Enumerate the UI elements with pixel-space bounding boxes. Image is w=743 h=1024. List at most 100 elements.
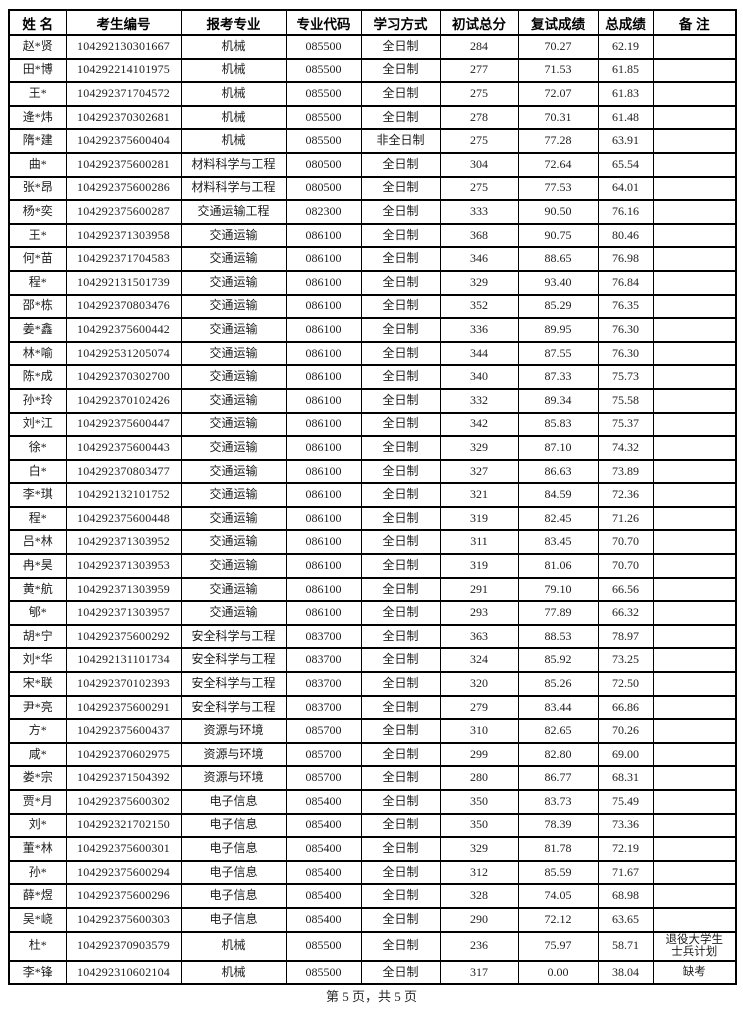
cell-major: 交通运输工程 — [180, 199, 287, 225]
cell-retest-score: 93.40 — [517, 269, 599, 296]
cell-name: 徐* — [8, 435, 67, 461]
cell-name: 孙*玲 — [8, 387, 67, 414]
cell-study-mode: 全日制 — [360, 435, 441, 461]
table-row: 杨*奕 104292375600287 交通运输工程 082300 全日制 333 90.5… — [8, 199, 737, 225]
cell-candidate-id: 104292375600301 — [65, 836, 182, 862]
cell-remark — [652, 246, 737, 272]
cell-major-code: 080500 — [285, 175, 362, 202]
column-header-initial-score: 初试总分 — [439, 9, 519, 36]
cell-study-mode: 全日制 — [360, 959, 441, 986]
cell-study-mode: 全日制 — [360, 671, 441, 697]
cell-major: 交通运输 — [180, 553, 287, 579]
cell-candidate-id: 104292214101975 — [65, 57, 182, 84]
cell-name: 宋*联 — [8, 671, 67, 697]
table-row: 徐* 104292375600443 交通运输 086100 全日制 329 87.10 74… — [8, 435, 737, 461]
cell-major-code: 080500 — [285, 151, 362, 178]
cell-candidate-id: 104292371303959 — [65, 576, 182, 603]
table-row: 吴*峣 104292375600303 电子信息 085400 全日制 290 72.12 6… — [8, 906, 737, 933]
cell-initial-score: 280 — [439, 765, 519, 791]
cell-major-code: 083700 — [285, 671, 362, 697]
cell-initial-score: 236 — [439, 930, 519, 962]
cell-remark — [652, 836, 737, 862]
cell-candidate-id: 104292375600286 — [65, 175, 182, 202]
cell-name: 隋*建 — [8, 128, 67, 154]
cell-total-score: 58.71 — [597, 930, 654, 962]
cell-candidate-id: 104292375600292 — [65, 623, 182, 650]
cell-name: 郇* — [8, 600, 67, 626]
cell-total-score: 61.48 — [597, 104, 654, 131]
cell-total-score: 62.19 — [597, 34, 654, 60]
admission-results-table: 姓 名考生编号 报考专业 专业代码 学习方式 初试总分 复试成绩 总成绩备 注 赵*贤 104… — [8, 9, 737, 986]
cell-total-score: 72.19 — [597, 836, 654, 862]
cell-initial-score: 321 — [439, 482, 519, 508]
cell-remark — [652, 529, 737, 556]
cell-major: 交通运输 — [180, 317, 287, 343]
cell-study-mode: 全日制 — [360, 340, 441, 367]
cell-major-code: 086100 — [285, 246, 362, 272]
cell-major: 交通运输 — [180, 435, 287, 461]
cell-retest-score: 89.34 — [517, 387, 599, 414]
cell-major-code: 085400 — [285, 883, 362, 909]
cell-remark — [652, 364, 737, 390]
table-row: 张*昂 104292375600286 材料科学与工程 080500 全日制 275 77.… — [8, 175, 737, 202]
cell-initial-score: 304 — [439, 151, 519, 178]
cell-retest-score: 84.59 — [517, 482, 599, 508]
cell-major: 电子信息 — [180, 836, 287, 862]
cell-name: 田*博 — [8, 57, 67, 84]
cell-major: 机械 — [180, 81, 287, 107]
table-row: 赵*贤 104292130301667 机械 085500 全日制 284 70.27 62.… — [8, 34, 737, 60]
cell-initial-score: 310 — [439, 718, 519, 744]
cell-total-score: 63.91 — [597, 128, 654, 154]
table-row: 姜*鑫 104292375600442 交通运输 086100 全日制 336 89.95 7… — [8, 317, 737, 343]
cell-study-mode: 全日制 — [360, 199, 441, 225]
table-row: 隋*建 104292375600404 机械 085500 非全日制 275 77.28 63… — [8, 128, 737, 154]
cell-candidate-id: 104292375600443 — [65, 435, 182, 461]
cell-name: 贾*月 — [8, 789, 67, 815]
cell-name: 黄*航 — [8, 576, 67, 603]
cell-major-code: 082300 — [285, 199, 362, 225]
cell-initial-score: 275 — [439, 175, 519, 202]
cell-initial-score: 290 — [439, 906, 519, 933]
table-row: 刘*华 104292131101734 安全科学与工程 083700 全日制 324 85.… — [8, 647, 737, 674]
cell-name: 曲* — [8, 151, 67, 178]
cell-remark — [652, 623, 737, 650]
cell-initial-score: 344 — [439, 340, 519, 367]
cell-candidate-id: 104292371303952 — [65, 529, 182, 556]
cell-major: 交通运输 — [180, 411, 287, 438]
cell-major: 材料科学与工程 — [180, 151, 287, 178]
cell-initial-score: 299 — [439, 741, 519, 768]
cell-name: 姜*鑫 — [8, 317, 67, 343]
cell-candidate-id: 104292370803477 — [65, 458, 182, 485]
cell-remark — [652, 317, 737, 343]
cell-initial-score: 284 — [439, 34, 519, 60]
cell-total-score: 61.85 — [597, 57, 654, 84]
table-row: 王* 104292371303958 交通运输 086100 全日制 368 90.75 80… — [8, 222, 737, 249]
cell-study-mode: 全日制 — [360, 458, 441, 485]
cell-candidate-id: 104292375600291 — [65, 694, 182, 721]
cell-remark — [652, 175, 737, 202]
cell-major: 安全科学与工程 — [180, 647, 287, 674]
cell-total-score: 66.32 — [597, 600, 654, 626]
cell-major: 机械 — [180, 57, 287, 84]
cell-study-mode: 全日制 — [360, 600, 441, 626]
cell-initial-score: 319 — [439, 505, 519, 532]
cell-name: 胡*宁 — [8, 623, 67, 650]
cell-initial-score: 340 — [439, 364, 519, 390]
cell-candidate-id: 104292371704572 — [65, 81, 182, 107]
cell-major-code: 086100 — [285, 576, 362, 603]
cell-major-code: 085500 — [285, 959, 362, 986]
cell-initial-score: 317 — [439, 959, 519, 986]
cell-major: 安全科学与工程 — [180, 623, 287, 650]
cell-initial-score: 332 — [439, 387, 519, 414]
cell-retest-score: 71.53 — [517, 57, 599, 84]
cell-retest-score: 87.55 — [517, 340, 599, 367]
cell-major-code: 086100 — [285, 529, 362, 556]
page-number-footer: 第 5 页，共 5 页 — [325, 989, 417, 1004]
cell-total-score: 38.04 — [597, 959, 654, 986]
cell-remark — [652, 859, 737, 886]
cell-candidate-id: 104292132101752 — [65, 482, 182, 508]
cell-remark — [652, 340, 737, 367]
cell-study-mode: 全日制 — [360, 576, 441, 603]
cell-retest-score: 90.50 — [517, 199, 599, 225]
cell-name: 王* — [8, 81, 67, 107]
